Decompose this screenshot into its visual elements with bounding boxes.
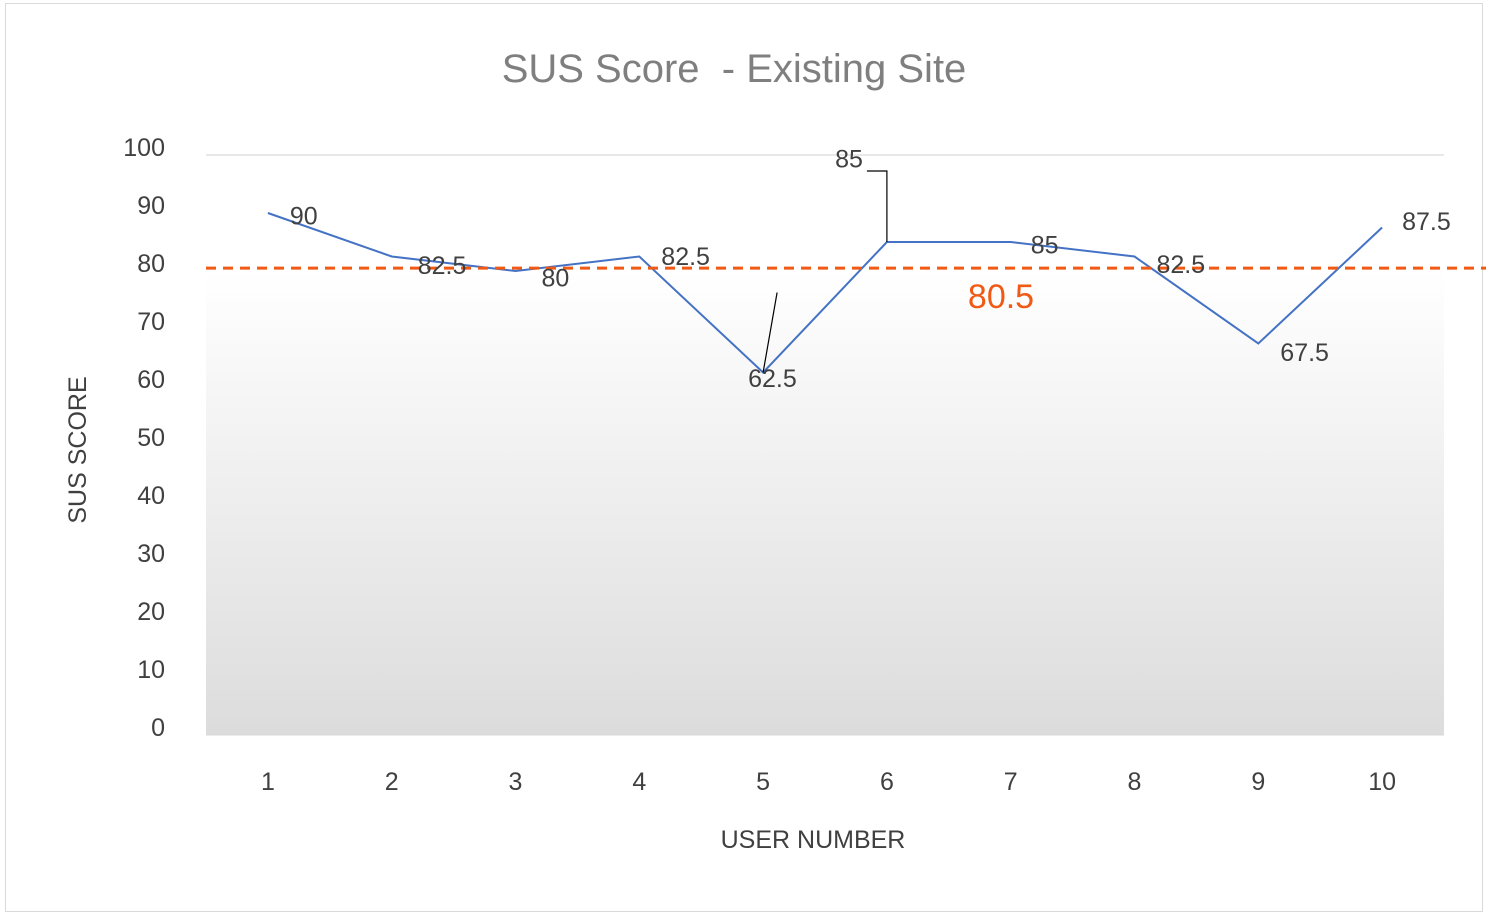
data-label: 87.5	[1402, 208, 1451, 236]
x-tick-label: 7	[1004, 768, 1018, 796]
x-tick-label: 5	[756, 768, 770, 796]
data-label: 62.5	[748, 365, 797, 393]
x-tick-label: 10	[1368, 768, 1396, 796]
x-tick-label: 3	[509, 768, 523, 796]
data-label: 85	[835, 146, 863, 174]
leader-line	[762, 292, 778, 373]
y-tick-label: 60	[137, 366, 165, 394]
y-axis-title: SUS SCORE	[64, 376, 92, 523]
x-tick-label: 1	[261, 768, 275, 796]
data-label: 82.5	[418, 252, 467, 280]
data-label: 67.5	[1280, 339, 1329, 367]
y-tick-label: 80	[137, 250, 165, 278]
y-tick-label: 10	[137, 656, 165, 684]
x-tick-label: 6	[880, 768, 894, 796]
y-tick-label: 40	[137, 482, 165, 510]
series-line	[267, 212, 1383, 374]
data-label: 85	[1031, 232, 1059, 260]
data-label: 82.5	[661, 243, 710, 271]
y-tick-label: 20	[137, 598, 165, 626]
leader-line	[866, 170, 888, 242]
data-label: 82.5	[1157, 251, 1206, 279]
y-tick-label: 70	[137, 308, 165, 336]
y-tick-label: 100	[123, 134, 165, 162]
x-tick-label: 2	[385, 768, 399, 796]
y-tick-label: 30	[137, 540, 165, 568]
data-label: 80	[542, 265, 570, 293]
data-label: 90	[290, 203, 318, 231]
y-tick-label: 50	[137, 424, 165, 452]
x-tick-label: 9	[1251, 768, 1265, 796]
x-tick-label: 8	[1128, 768, 1142, 796]
x-axis-title: USER NUMBER	[721, 826, 906, 854]
y-tick-label: 0	[151, 714, 165, 742]
y-tick-label: 90	[137, 192, 165, 220]
plot-background	[206, 155, 1444, 735]
chart-title: SUS Score - Existing Site	[502, 47, 967, 91]
x-tick-label: 4	[632, 768, 646, 796]
average-label: 80.5	[968, 278, 1034, 316]
